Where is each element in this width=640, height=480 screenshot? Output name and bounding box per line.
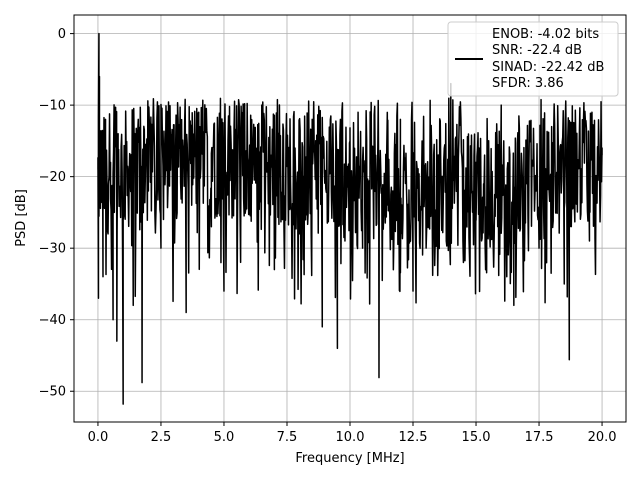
legend-line-snr: SNR: -22.4 dB xyxy=(492,43,582,58)
x-tick-label: 12.5 xyxy=(399,430,428,445)
x-tick-label: 5.0 xyxy=(214,430,235,445)
y-tick-label: −20 xyxy=(39,170,66,185)
psd-series-line xyxy=(97,32,603,405)
plot-series xyxy=(97,32,603,405)
y-tick-label: −10 xyxy=(39,99,66,114)
x-tick-label: 15.0 xyxy=(462,430,491,445)
legend-box xyxy=(447,21,619,97)
y-tick-label: −30 xyxy=(39,242,66,257)
legend-line-enob: ENOB: -4.02 bits xyxy=(492,27,599,42)
x-tick-label: 20.0 xyxy=(588,430,617,445)
legend: ENOB: -4.02 bits SNR: -22.4 dB SINAD: -2… xyxy=(447,21,619,97)
y-tick-label: −40 xyxy=(39,313,66,328)
x-axis-ticks: 0.0 2.5 5.0 7.5 10.0 12.5 15.0 17.5 20.0 xyxy=(88,422,617,445)
legend-line-sinad: SINAD: -22.42 dB xyxy=(492,60,604,75)
y-axis-ticks: 0 −10 −20 −30 −40 −50 xyxy=(39,27,74,400)
x-tick-label: 7.5 xyxy=(277,430,298,445)
x-tick-label: 10.0 xyxy=(336,430,365,445)
x-tick-label: 0.0 xyxy=(88,430,109,445)
y-tick-label: 0 xyxy=(58,27,66,42)
y-axis-label: PSD [dB] xyxy=(14,189,29,247)
y-tick-label: −50 xyxy=(39,385,66,400)
x-axis-label: Frequency [MHz] xyxy=(295,451,404,466)
legend-line-sfdr: SFDR: 3.86 xyxy=(492,76,564,91)
x-tick-label: 17.5 xyxy=(525,430,554,445)
x-tick-label: 2.5 xyxy=(151,430,172,445)
